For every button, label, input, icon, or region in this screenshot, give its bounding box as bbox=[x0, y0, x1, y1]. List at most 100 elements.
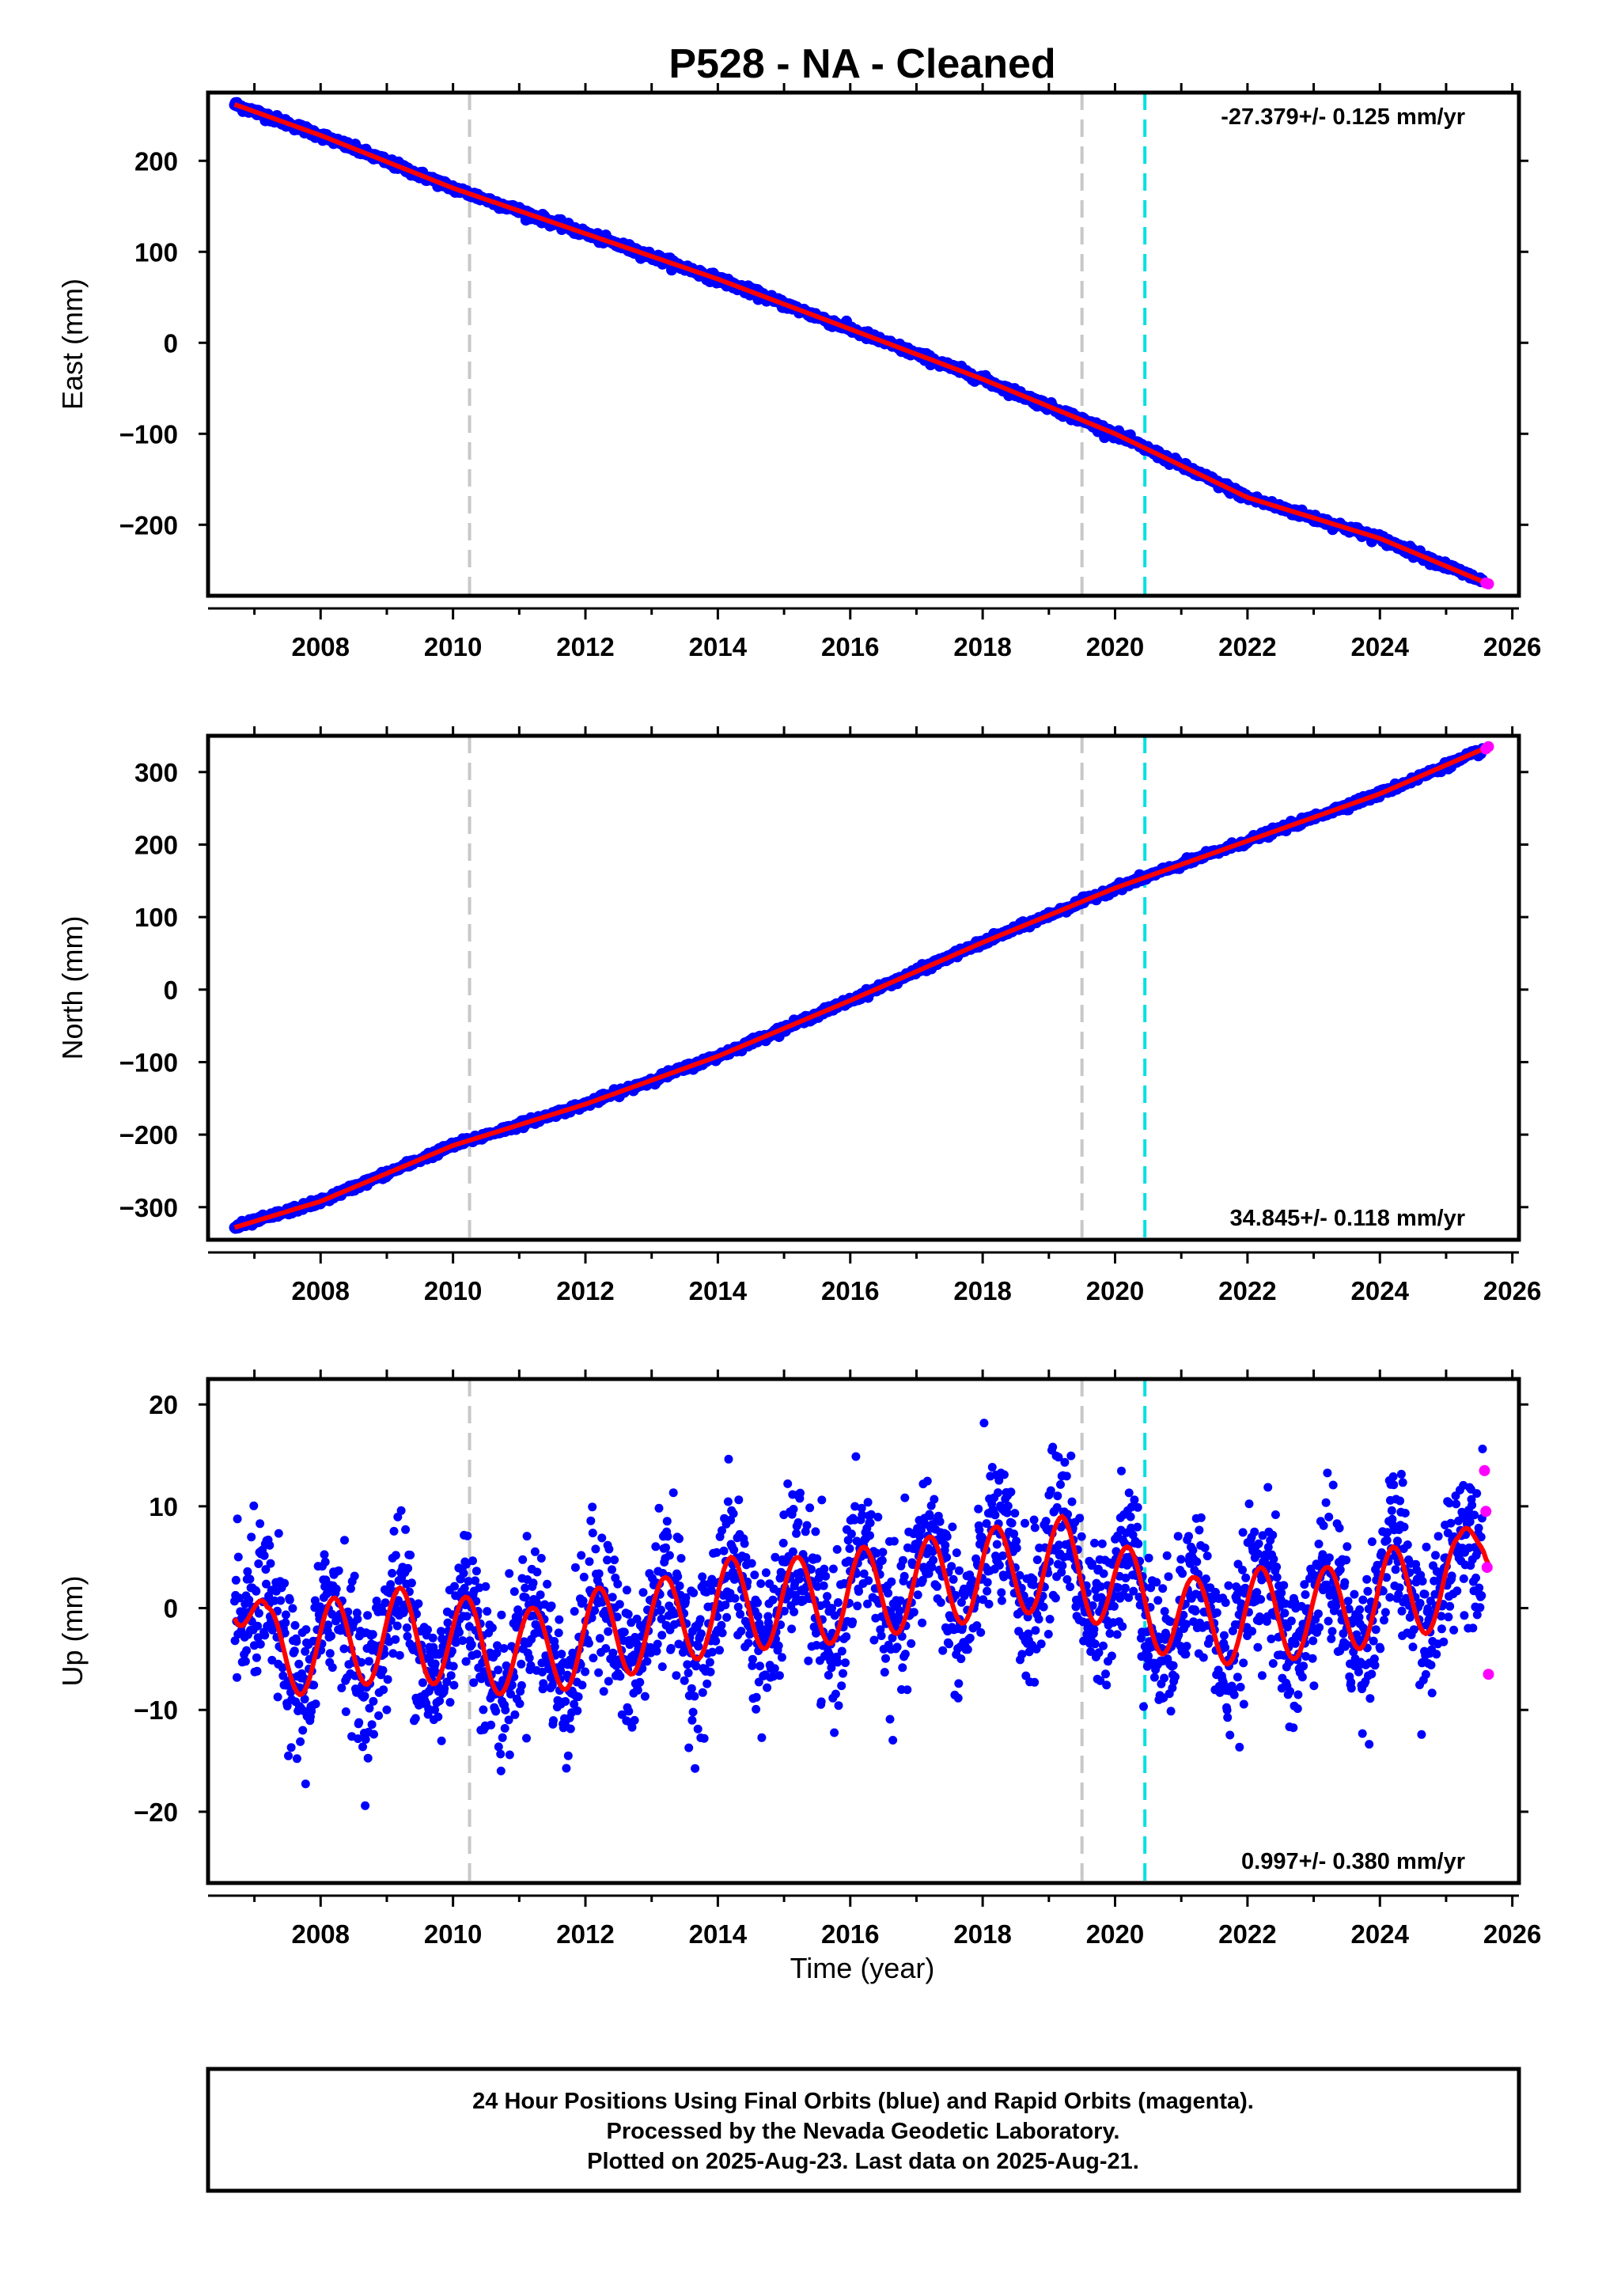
final-orbit-point bbox=[266, 1559, 275, 1568]
final-orbit-point bbox=[748, 1654, 757, 1664]
final-orbit-point bbox=[334, 1566, 343, 1575]
final-orbit-point bbox=[1036, 1639, 1046, 1649]
final-orbit-point bbox=[824, 1670, 833, 1680]
final-orbit-point bbox=[878, 1548, 888, 1557]
final-orbit-point bbox=[865, 1531, 874, 1540]
final-orbit-point bbox=[459, 1569, 468, 1578]
final-orbit-point bbox=[941, 1540, 950, 1550]
x-tick-label: 2010 bbox=[424, 1276, 482, 1305]
final-orbit-point bbox=[396, 1506, 406, 1515]
final-orbit-point bbox=[1067, 1497, 1077, 1506]
final-orbit-point bbox=[718, 1628, 727, 1638]
final-orbit-point bbox=[337, 1684, 347, 1692]
final-orbit-point bbox=[869, 1635, 879, 1645]
final-orbit-point bbox=[812, 1641, 821, 1650]
final-orbits-series bbox=[230, 1419, 1487, 1810]
final-orbit-point bbox=[256, 1519, 265, 1529]
final-orbit-point bbox=[747, 1559, 756, 1568]
final-orbit-point bbox=[857, 1503, 866, 1513]
final-orbit-point bbox=[278, 1663, 287, 1673]
final-orbit-point bbox=[460, 1583, 469, 1593]
final-orbit-point bbox=[668, 1488, 678, 1498]
final-orbit-point bbox=[744, 1639, 753, 1648]
final-orbit-point bbox=[1039, 1602, 1048, 1612]
final-orbit-point bbox=[374, 1711, 384, 1720]
final-orbit-point bbox=[734, 1495, 744, 1505]
final-orbit-point bbox=[443, 1618, 453, 1627]
final-orbit-point bbox=[1088, 1559, 1096, 1568]
final-orbit-point bbox=[935, 1517, 945, 1526]
final-orbit-point bbox=[833, 1658, 843, 1667]
final-orbit-point bbox=[1006, 1487, 1016, 1497]
final-orbit-point bbox=[654, 1503, 664, 1513]
final-orbit-point bbox=[368, 1630, 377, 1639]
final-orbit-point bbox=[440, 1684, 449, 1693]
final-orbit-point bbox=[539, 1679, 548, 1688]
final-orbit-point bbox=[517, 1659, 526, 1669]
final-orbit-point bbox=[311, 1699, 320, 1709]
final-orbit-point bbox=[623, 1609, 633, 1619]
final-orbit-point bbox=[1086, 1647, 1096, 1656]
final-orbit-point bbox=[483, 1607, 492, 1616]
final-orbit-point bbox=[841, 1658, 850, 1668]
x-tick-label: 2024 bbox=[1351, 1276, 1410, 1305]
final-orbit-point bbox=[783, 1479, 793, 1488]
final-orbit-point bbox=[715, 1646, 724, 1655]
final-orbit-point bbox=[657, 1631, 667, 1640]
final-orbit-point bbox=[494, 1665, 503, 1675]
final-orbit-point bbox=[1041, 1517, 1051, 1526]
final-orbit-point bbox=[1075, 1514, 1085, 1523]
final-orbit-point bbox=[845, 1544, 854, 1553]
final-orbit-point bbox=[994, 1560, 1004, 1570]
final-orbit-point bbox=[608, 1565, 616, 1574]
final-orbit-point bbox=[619, 1627, 629, 1637]
final-orbit-point bbox=[1030, 1677, 1040, 1687]
final-orbit-point bbox=[837, 1681, 846, 1691]
final-orbit-point bbox=[296, 1737, 305, 1746]
final-orbit-point bbox=[281, 1610, 290, 1620]
final-orbit-point bbox=[462, 1612, 472, 1621]
final-orbit-point bbox=[472, 1650, 482, 1659]
final-orbit-point bbox=[320, 1557, 330, 1567]
final-orbit-point bbox=[832, 1544, 842, 1554]
final-orbit-point bbox=[651, 1542, 661, 1552]
final-orbit-point bbox=[615, 1600, 624, 1609]
final-orbit-point bbox=[322, 1589, 331, 1599]
final-orbit-point bbox=[496, 1766, 506, 1775]
final-orbit-point bbox=[445, 1698, 455, 1707]
final-orbit-point bbox=[1032, 1555, 1042, 1564]
final-orbit-point bbox=[793, 1518, 803, 1527]
final-orbit-point bbox=[887, 1577, 896, 1586]
final-orbit-point bbox=[680, 1676, 689, 1685]
final-orbit-point bbox=[688, 1707, 698, 1717]
final-orbit-point bbox=[830, 1728, 839, 1737]
rapid-orbit-point bbox=[1483, 578, 1494, 589]
final-orbit-point bbox=[487, 1720, 496, 1730]
final-orbit-point bbox=[683, 1660, 692, 1669]
final-orbit-point bbox=[779, 1606, 789, 1616]
final-orbit-point bbox=[1024, 1629, 1033, 1639]
final-orbit-point bbox=[696, 1629, 706, 1639]
final-orbit-point bbox=[691, 1764, 700, 1773]
final-orbit-point bbox=[369, 1696, 378, 1706]
final-orbit-point bbox=[997, 1588, 1006, 1597]
final-orbit-point bbox=[831, 1689, 840, 1699]
x-tick-label: 2020 bbox=[1086, 1276, 1144, 1305]
final-orbit-point bbox=[949, 1574, 958, 1584]
final-orbit-point bbox=[823, 1592, 831, 1601]
final-orbit-point bbox=[888, 1736, 898, 1745]
final-orbit-point bbox=[1029, 1515, 1039, 1525]
final-orbit-point bbox=[796, 1488, 805, 1498]
final-orbit-point bbox=[947, 1562, 956, 1571]
final-orbit-point bbox=[1053, 1491, 1062, 1501]
final-orbit-point bbox=[925, 1511, 934, 1521]
final-orbit-point bbox=[497, 1610, 506, 1620]
final-orbit-point bbox=[280, 1578, 290, 1588]
final-orbit-point bbox=[608, 1648, 618, 1658]
final-orbit-point bbox=[992, 1540, 1002, 1549]
final-orbit-point bbox=[471, 1576, 480, 1586]
final-orbit-point bbox=[381, 1598, 390, 1608]
final-orbit-point bbox=[665, 1551, 674, 1560]
final-orbit-point bbox=[903, 1685, 912, 1695]
final-orbit-point bbox=[1010, 1509, 1020, 1518]
